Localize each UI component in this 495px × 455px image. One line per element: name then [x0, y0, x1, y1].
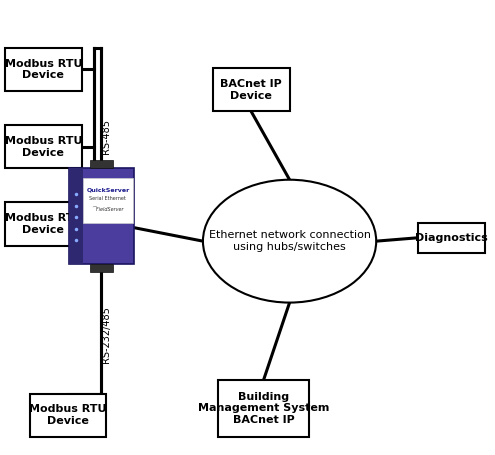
Text: Ethernet network connection
using hubs/switches: Ethernet network connection using hubs/s…: [208, 230, 371, 252]
Text: BACnet IP
Device: BACnet IP Device: [220, 79, 282, 101]
FancyBboxPatch shape: [5, 125, 82, 168]
Text: Serial Ethernet: Serial Ethernet: [90, 196, 126, 201]
FancyBboxPatch shape: [90, 264, 113, 272]
FancyBboxPatch shape: [69, 168, 134, 264]
FancyBboxPatch shape: [418, 223, 485, 253]
Ellipse shape: [203, 180, 376, 303]
FancyBboxPatch shape: [83, 178, 133, 223]
Text: RS-485: RS-485: [101, 119, 111, 154]
Text: Diagnostics: Diagnostics: [415, 233, 488, 243]
Text: ⁀FieldServer: ⁀FieldServer: [92, 207, 124, 212]
Text: Modbus RTU
Device: Modbus RTU Device: [4, 136, 82, 157]
Text: QuickServer: QuickServer: [86, 187, 130, 192]
FancyBboxPatch shape: [90, 160, 113, 168]
Text: Modbus RTU
Device: Modbus RTU Device: [4, 213, 82, 235]
Text: RS-232/485: RS-232/485: [101, 306, 111, 363]
Text: Building
Management System
BACnet IP: Building Management System BACnet IP: [198, 392, 329, 425]
FancyBboxPatch shape: [5, 202, 82, 246]
Text: Modbus RTU
Device: Modbus RTU Device: [4, 59, 82, 80]
FancyBboxPatch shape: [5, 48, 82, 91]
FancyBboxPatch shape: [30, 394, 106, 437]
Text: Modbus RTU
Device: Modbus RTU Device: [29, 404, 107, 426]
FancyBboxPatch shape: [213, 68, 290, 111]
FancyBboxPatch shape: [218, 380, 309, 437]
FancyBboxPatch shape: [69, 168, 84, 264]
